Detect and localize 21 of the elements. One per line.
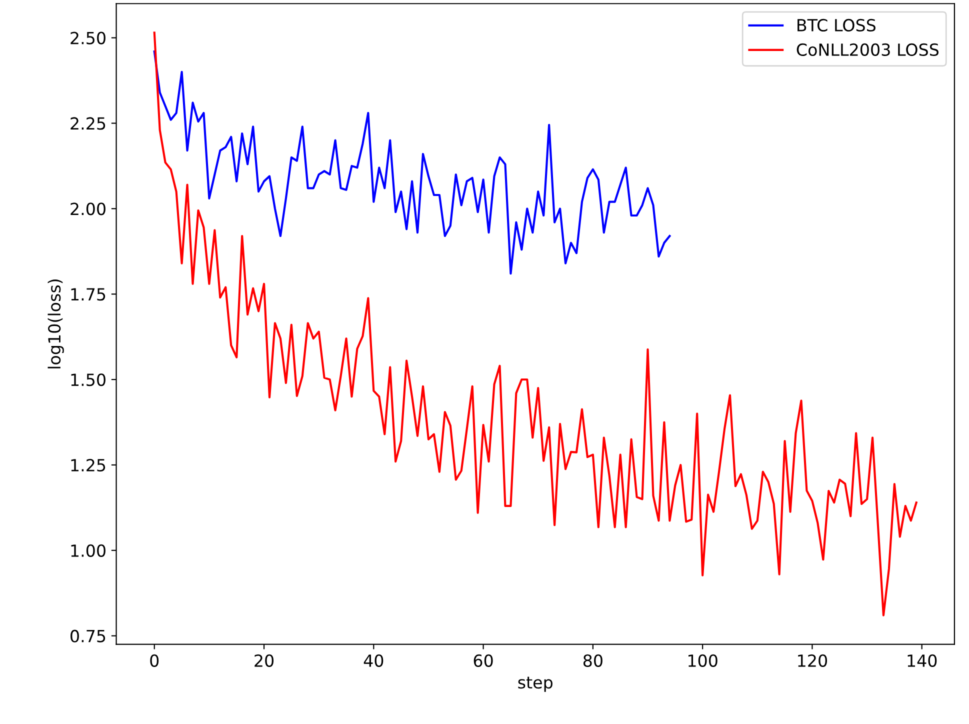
- x-axis-title: step: [518, 676, 552, 692]
- x-tick-label: 0: [150, 654, 159, 667]
- y-axis-title: log10(loss): [48, 280, 64, 368]
- y-tick-label: 0.75: [70, 630, 106, 642]
- y-tick-label: 1.25: [71, 458, 106, 472]
- y-tick-label: 2.00: [70, 202, 106, 216]
- line-series: [153, 50, 671, 275]
- x-tick-label: 120: [798, 654, 828, 667]
- x-tick-label: 60: [474, 654, 493, 667]
- x-tick-label: 80: [583, 654, 602, 667]
- x-tick-label: 100: [688, 654, 718, 667]
- x-tick-label: 140: [908, 654, 937, 667]
- x-tick-label: 20: [254, 654, 274, 667]
- y-tick-label: 1.50: [71, 373, 106, 386]
- y-tick-label: 2.25: [70, 117, 106, 130]
- y-tick-label: 1.75: [71, 288, 106, 301]
- legend-label: CoNLL2003 LOSS: [796, 43, 939, 56]
- legend-label: BTC LOSS: [798, 18, 876, 32]
- x-tick-label: 40: [364, 654, 384, 667]
- y-tick-label: 1.00: [71, 544, 106, 557]
- y-tick-label: 2.50: [70, 32, 106, 44]
